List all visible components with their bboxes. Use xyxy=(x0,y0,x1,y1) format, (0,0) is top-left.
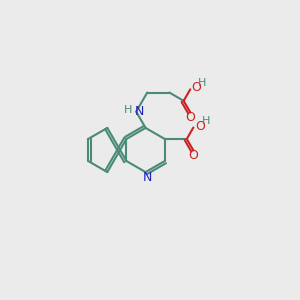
Text: H: H xyxy=(124,105,132,115)
Text: H: H xyxy=(202,116,210,126)
Text: N: N xyxy=(143,172,153,184)
Text: H: H xyxy=(198,78,206,88)
Text: O: O xyxy=(191,81,201,94)
Text: O: O xyxy=(195,119,205,133)
Text: N: N xyxy=(134,105,144,118)
Text: O: O xyxy=(185,111,195,124)
Text: O: O xyxy=(188,149,198,162)
